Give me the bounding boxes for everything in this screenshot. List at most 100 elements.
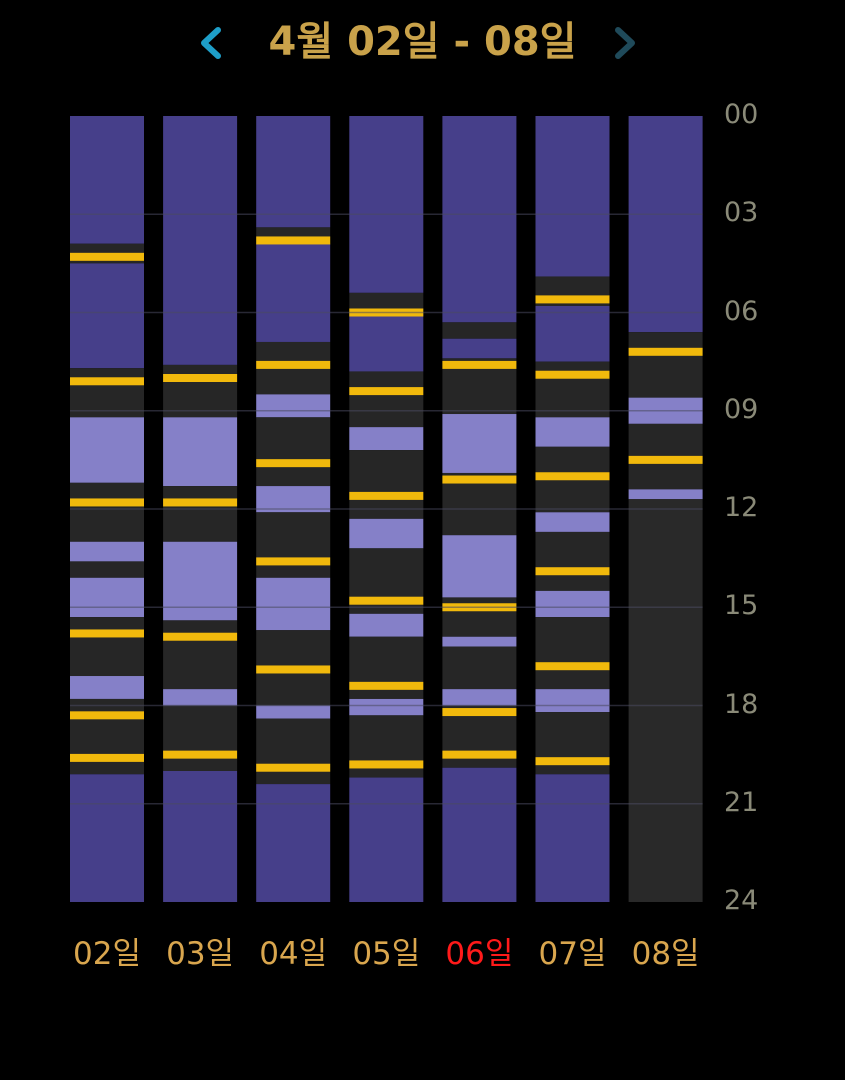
awake-sleep-segment — [349, 371, 424, 428]
event-marker — [70, 629, 144, 638]
deep-sleep-segment — [163, 771, 238, 902]
light-sleep-segment — [70, 577, 144, 618]
awake-sleep-segment — [349, 450, 424, 519]
light-sleep-segment — [442, 636, 517, 647]
deep-sleep-segment — [256, 116, 331, 228]
hour-label: 15 — [724, 590, 759, 622]
event-marker — [349, 681, 424, 690]
awake-sleep-segment — [70, 561, 144, 578]
deep-sleep-segment — [349, 312, 424, 372]
light-sleep-segment — [535, 689, 610, 713]
deep-sleep-segment — [349, 116, 424, 293]
hour-label: 03 — [724, 197, 759, 229]
deep-sleep-segment — [256, 243, 331, 342]
deep-sleep-segment — [442, 338, 517, 359]
awake-sleep-segment — [256, 417, 331, 487]
light-sleep-segment — [442, 689, 517, 706]
prev-arrow-shape — [201, 27, 221, 59]
day-label[interactable]: 08일 — [631, 936, 700, 972]
event-marker — [349, 596, 424, 605]
event-marker — [535, 370, 610, 379]
hour-label: 24 — [724, 885, 759, 916]
light-sleep-segment — [349, 518, 424, 549]
light-sleep-segment — [70, 541, 144, 562]
deep-sleep-segment — [442, 767, 517, 902]
day-label[interactable]: 06일 — [445, 936, 514, 972]
deep-sleep-segment — [628, 116, 703, 333]
event-marker — [442, 360, 517, 369]
chevron-left-icon[interactable] — [192, 18, 232, 68]
awake-sleep-segment — [535, 531, 610, 591]
awake-sleep-segment — [70, 617, 144, 677]
event-marker — [163, 498, 238, 507]
light-sleep-segment — [70, 676, 144, 699]
event-marker — [349, 387, 424, 396]
awake-sleep-segment — [163, 705, 238, 771]
event-marker — [256, 459, 331, 468]
deep-sleep-segment — [163, 116, 238, 365]
awake-sleep-segment — [70, 482, 144, 542]
awake-sleep-segment — [256, 718, 331, 785]
light-sleep-segment — [535, 512, 610, 532]
light-sleep-segment — [163, 541, 238, 621]
day-label[interactable]: 03일 — [166, 936, 235, 972]
event-marker — [535, 662, 610, 671]
day-label[interactable]: 07일 — [538, 936, 607, 972]
event-marker — [349, 491, 424, 500]
event-marker — [535, 567, 610, 576]
light-sleep-segment — [256, 394, 331, 418]
light-sleep-segment — [442, 535, 517, 598]
event-marker — [442, 708, 517, 717]
awake-sleep-segment — [163, 486, 238, 542]
hour-label: 12 — [724, 492, 759, 523]
event-marker — [628, 347, 703, 356]
day-label[interactable]: 04일 — [259, 936, 328, 972]
light-sleep-segment — [256, 705, 331, 719]
awake-sleep-segment — [349, 292, 424, 313]
event-marker — [442, 475, 517, 484]
deep-sleep-segment — [535, 774, 610, 902]
week-title: 4월 02일 - 08일 — [268, 19, 577, 65]
awake-sleep-segment — [163, 364, 238, 418]
hour-label: 21 — [724, 786, 759, 818]
event-marker — [628, 455, 703, 464]
event-marker — [349, 760, 424, 769]
day-label[interactable]: 02일 — [73, 936, 141, 972]
deep-sleep-segment — [70, 263, 144, 369]
awake-sleep-segment — [70, 368, 144, 418]
deep-sleep-segment — [349, 777, 424, 902]
light-sleep-segment — [256, 577, 331, 631]
light-sleep-segment — [442, 414, 517, 473]
light-sleep-segment — [628, 489, 703, 500]
awake-sleep-segment — [442, 322, 517, 339]
light-sleep-segment — [349, 613, 424, 637]
hour-label: 09 — [724, 393, 759, 425]
deep-sleep-segment — [70, 116, 144, 244]
light-sleep-segment — [70, 417, 144, 483]
event-marker — [535, 295, 610, 304]
event-marker — [70, 753, 144, 762]
light-sleep-segment — [349, 427, 424, 451]
deep-sleep-segment — [70, 774, 144, 902]
light-sleep-segment — [535, 590, 610, 618]
event-marker — [442, 750, 517, 759]
chevron-right-icon[interactable] — [604, 18, 644, 68]
event-marker — [70, 711, 144, 720]
day-label[interactable]: 05일 — [352, 936, 421, 972]
light-sleep-segment — [349, 698, 424, 716]
awake-sleep-segment — [628, 332, 703, 398]
event-marker — [70, 252, 144, 261]
week-header: 4월 02일 - 08일 — [0, 0, 845, 90]
event-marker — [70, 377, 144, 386]
awake-sleep-segment — [442, 646, 517, 690]
event-marker — [535, 472, 610, 481]
event-marker — [163, 750, 238, 759]
light-sleep-segment — [163, 689, 238, 706]
awake-sleep-segment — [163, 620, 238, 690]
event-marker — [256, 665, 331, 674]
hour-label: 06 — [724, 295, 759, 327]
empty-sleep-segment — [628, 499, 703, 902]
hour-label: 18 — [724, 688, 759, 720]
event-marker — [256, 557, 331, 566]
